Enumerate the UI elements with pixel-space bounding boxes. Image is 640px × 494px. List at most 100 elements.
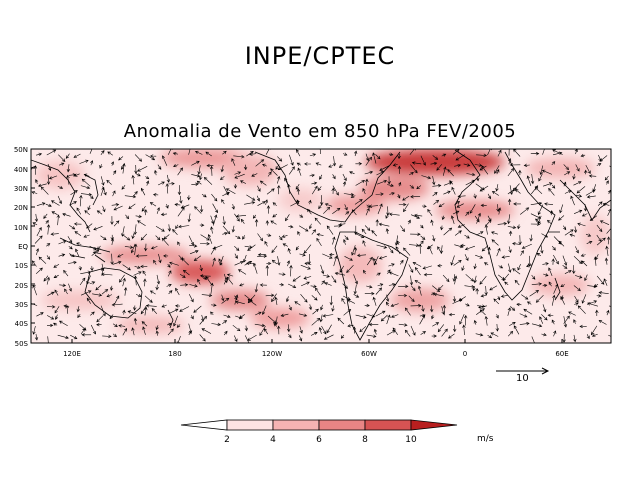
wind-vector xyxy=(507,198,512,206)
wind-vector xyxy=(502,273,510,282)
lat-label: 10S xyxy=(15,262,29,270)
wind-vector xyxy=(36,227,42,237)
wind-vector xyxy=(487,193,491,200)
wind-vector xyxy=(191,160,200,166)
wind-vector xyxy=(479,185,489,192)
wind-vector xyxy=(134,154,143,162)
wind-vector xyxy=(521,294,529,300)
wind-vector xyxy=(90,266,94,272)
wind-vector xyxy=(167,270,172,277)
wind-vector xyxy=(56,214,60,226)
wind-vector xyxy=(157,181,165,186)
wind-vector xyxy=(161,237,169,246)
wind-vector xyxy=(407,219,411,225)
wind-vector xyxy=(420,155,426,166)
wind-vector xyxy=(43,275,49,282)
colorbar-segment xyxy=(180,419,228,431)
wind-vector xyxy=(196,180,202,185)
wind-vector xyxy=(509,163,521,167)
wind-vector xyxy=(261,305,267,315)
wind-vector xyxy=(296,188,301,195)
wind-vector xyxy=(89,281,96,285)
wind-vector xyxy=(194,150,203,155)
wind-vector xyxy=(233,184,238,189)
wind-vector xyxy=(560,283,565,288)
wind-vector xyxy=(123,287,128,296)
wind-vector xyxy=(553,283,559,294)
wind-vector xyxy=(234,173,245,179)
wind-vector xyxy=(96,322,102,327)
wind-vector xyxy=(96,210,103,215)
colorbar-level: 10 xyxy=(405,435,417,445)
wind-vector xyxy=(179,306,190,312)
wind-vector xyxy=(246,194,256,201)
wind-vector xyxy=(222,320,228,324)
wind-vector xyxy=(388,263,395,267)
wind-vector xyxy=(295,245,299,251)
wind-vector xyxy=(496,247,501,257)
lat-label: 10N xyxy=(14,224,28,232)
wind-vector xyxy=(101,272,113,277)
wind-vector xyxy=(156,274,161,285)
wind-vector xyxy=(210,215,215,225)
wind-vector xyxy=(222,192,230,197)
wind-vector xyxy=(422,265,432,270)
wind-vector xyxy=(276,175,281,184)
wind-vector xyxy=(572,173,576,180)
wind-vector xyxy=(240,218,245,224)
wind-vector xyxy=(596,275,605,285)
wind-vector xyxy=(479,309,486,316)
wind-vector xyxy=(307,208,312,215)
wind-vector xyxy=(386,206,390,216)
wind-vector xyxy=(273,322,277,327)
wind-vector xyxy=(602,202,610,207)
wind-vector xyxy=(222,216,226,226)
wind-vector xyxy=(596,237,606,246)
colorbar-segment xyxy=(410,419,458,431)
wind-vector xyxy=(35,179,39,184)
wind-vector xyxy=(333,255,338,267)
wind-vector xyxy=(286,260,291,267)
wind-vector xyxy=(441,153,447,157)
wind-vector xyxy=(296,199,300,205)
wind-vector xyxy=(322,274,331,278)
wind-vector xyxy=(389,192,395,196)
wind-vector xyxy=(134,164,138,175)
wind-vector xyxy=(254,323,266,328)
wind-vector xyxy=(181,257,189,266)
wind-vector xyxy=(316,233,324,237)
wind-vector xyxy=(608,334,611,337)
wind-vector xyxy=(45,203,52,207)
wind-vector xyxy=(519,321,530,326)
wind-vector xyxy=(167,322,172,327)
wind-vector xyxy=(489,285,498,291)
wind-vector xyxy=(420,224,424,229)
wind-vector xyxy=(121,226,125,237)
wind-vector xyxy=(279,283,285,287)
wind-vector xyxy=(308,223,313,230)
wind-vector xyxy=(73,173,80,177)
wind-vector xyxy=(392,327,398,335)
wind-vector xyxy=(332,236,336,245)
wind-vector xyxy=(193,255,202,261)
wind-vector xyxy=(365,153,370,162)
wind-vector xyxy=(80,290,92,296)
wind-vector xyxy=(144,209,148,216)
wind-vector xyxy=(95,284,102,291)
wind-vector xyxy=(338,222,346,226)
wind-vector xyxy=(515,188,521,194)
wind-vector xyxy=(366,285,373,289)
wind-vector xyxy=(141,206,146,212)
wind-vector xyxy=(58,154,66,162)
wind-vector xyxy=(365,207,370,216)
wind-vector xyxy=(523,163,530,167)
wind-vector xyxy=(102,334,112,339)
wind-vector xyxy=(80,185,91,190)
wind-vector xyxy=(46,315,55,320)
wind-vector xyxy=(484,224,489,235)
wind-vector xyxy=(122,234,131,241)
wind-vector xyxy=(57,195,62,205)
wind-vector xyxy=(606,309,610,316)
wind-vector xyxy=(596,294,602,298)
wind-vector xyxy=(100,235,107,241)
